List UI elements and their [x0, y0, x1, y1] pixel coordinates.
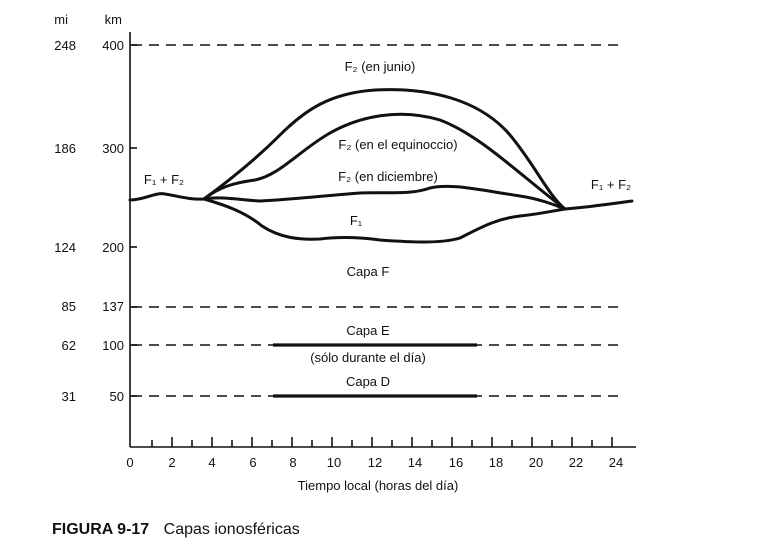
figure-number: FIGURA 9-17	[52, 521, 150, 538]
x-tick-label: 24	[609, 455, 623, 470]
x-tick-label: 0	[126, 455, 133, 470]
x-tick-label: 14	[408, 455, 422, 470]
x-tick-label: 10	[327, 455, 341, 470]
level-km-label: 50	[110, 389, 124, 404]
level-km-label: 200	[102, 240, 124, 255]
layer-d-label: Capa D	[346, 374, 390, 389]
layer-f-label: Capa F	[347, 264, 390, 279]
axis-unit-km: km	[105, 12, 122, 27]
x-tick-label: 16	[449, 455, 463, 470]
layer-e-label: Capa E	[346, 323, 390, 338]
x-tick-label: 2	[168, 455, 175, 470]
level-mi-label: 31	[62, 389, 76, 404]
f1-label: F₁	[350, 213, 363, 228]
f2-equinox-curve	[202, 112, 567, 211]
level-km-label: 100	[102, 338, 124, 353]
f2-december-curve	[202, 184, 567, 211]
level-mi-label: 85	[62, 299, 76, 314]
x-axis-label: Tiempo local (horas del día)	[298, 478, 459, 493]
f1-f2-left-label: F₁ + F₂	[144, 172, 184, 187]
level-mi-label: 62	[62, 338, 76, 353]
x-tick-label: 4	[208, 455, 215, 470]
level-km-label: 300	[102, 141, 124, 156]
layer-e-note: (sólo durante el día)	[310, 350, 426, 365]
f1-curve	[202, 197, 567, 244]
figure-caption: FIGURA 9-17 Capas ionosféricas	[52, 521, 300, 539]
x-tick-label: 22	[569, 455, 583, 470]
f1-f2-right-label: F₁ + F₂	[591, 177, 631, 192]
f2-june-curve	[202, 88, 567, 211]
f2-june-label: F₂ (en junio)	[345, 59, 416, 74]
x-tick-label: 18	[489, 455, 503, 470]
f1-f2-right-curve	[563, 199, 634, 211]
x-axis-tick-labels: 0 2 4 6 8 10 12 14 16 18 20 22 24	[126, 455, 623, 470]
level-mi-label: 124	[54, 240, 76, 255]
x-tick-label: 6	[249, 455, 256, 470]
figure-title: Capas ionosféricas	[163, 521, 300, 538]
level-km-label: 137	[102, 299, 124, 314]
f1-f2-left-curve	[128, 192, 206, 202]
x-tick-label: 12	[368, 455, 382, 470]
y-axis-ticks	[130, 44, 137, 397]
f2-december-label: F₂ (en diciembre)	[338, 169, 438, 184]
level-km-label: 400	[102, 38, 124, 53]
axis-unit-mi: mi	[54, 12, 68, 27]
x-tick-label: 20	[529, 455, 543, 470]
x-tick-label: 8	[289, 455, 296, 470]
level-mi-label: 248	[54, 38, 76, 53]
x-axis-ticks	[151, 437, 613, 447]
f2-equinox-label: F₂ (en el equinoccio)	[338, 137, 457, 152]
level-mi-label: 186	[54, 141, 76, 156]
